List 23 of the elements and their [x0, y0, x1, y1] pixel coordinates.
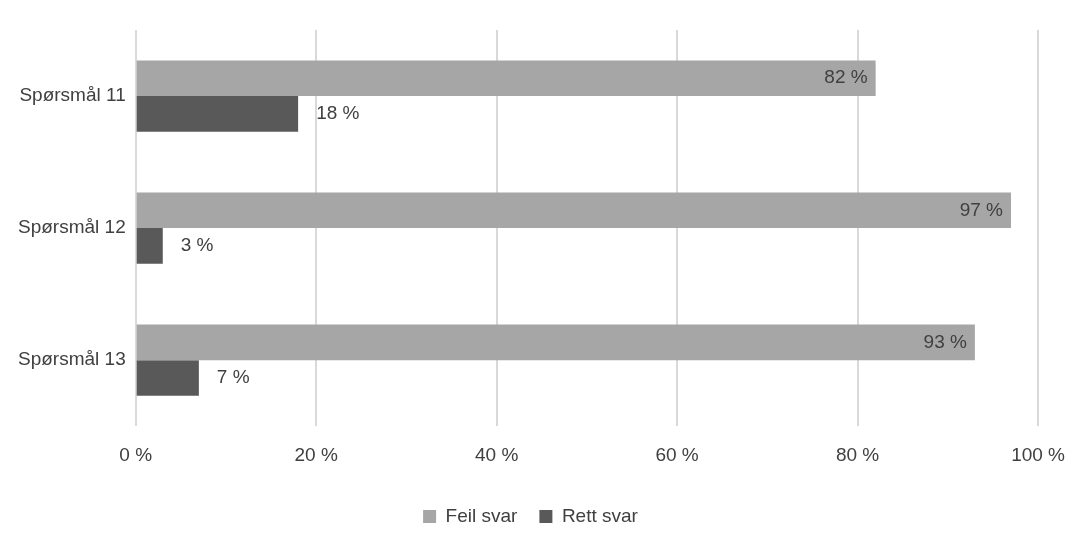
data-label: 18 %: [316, 102, 360, 124]
data-label: 93 %: [923, 330, 967, 352]
y-tick-label: Spørsmål 13: [18, 348, 126, 370]
data-label: 82 %: [824, 66, 868, 88]
bar: [136, 324, 975, 361]
x-tick-label: 20 %: [294, 443, 338, 465]
x-tick-label: 0 %: [119, 443, 153, 465]
bar: [136, 60, 876, 97]
x-tick-label: 40 %: [474, 443, 519, 465]
y-tick-label: Spørsmål 11: [19, 84, 126, 106]
data-label: 7 %: [216, 366, 250, 388]
bar: [136, 360, 199, 396]
bar: [136, 192, 1011, 229]
bar: [136, 228, 163, 264]
x-tick-label: 100 %: [1011, 443, 1066, 465]
legend-label: Rett svar: [561, 504, 639, 526]
legend-label: Feil svar: [445, 504, 519, 526]
x-tick-label: 60 %: [655, 443, 699, 465]
x-tick-label: 80 %: [835, 443, 880, 465]
data-label: 3 %: [180, 234, 214, 256]
data-label: 97 %: [959, 198, 1004, 220]
bar: [136, 96, 299, 132]
y-tick-label: Spørsmål 12: [18, 216, 126, 238]
